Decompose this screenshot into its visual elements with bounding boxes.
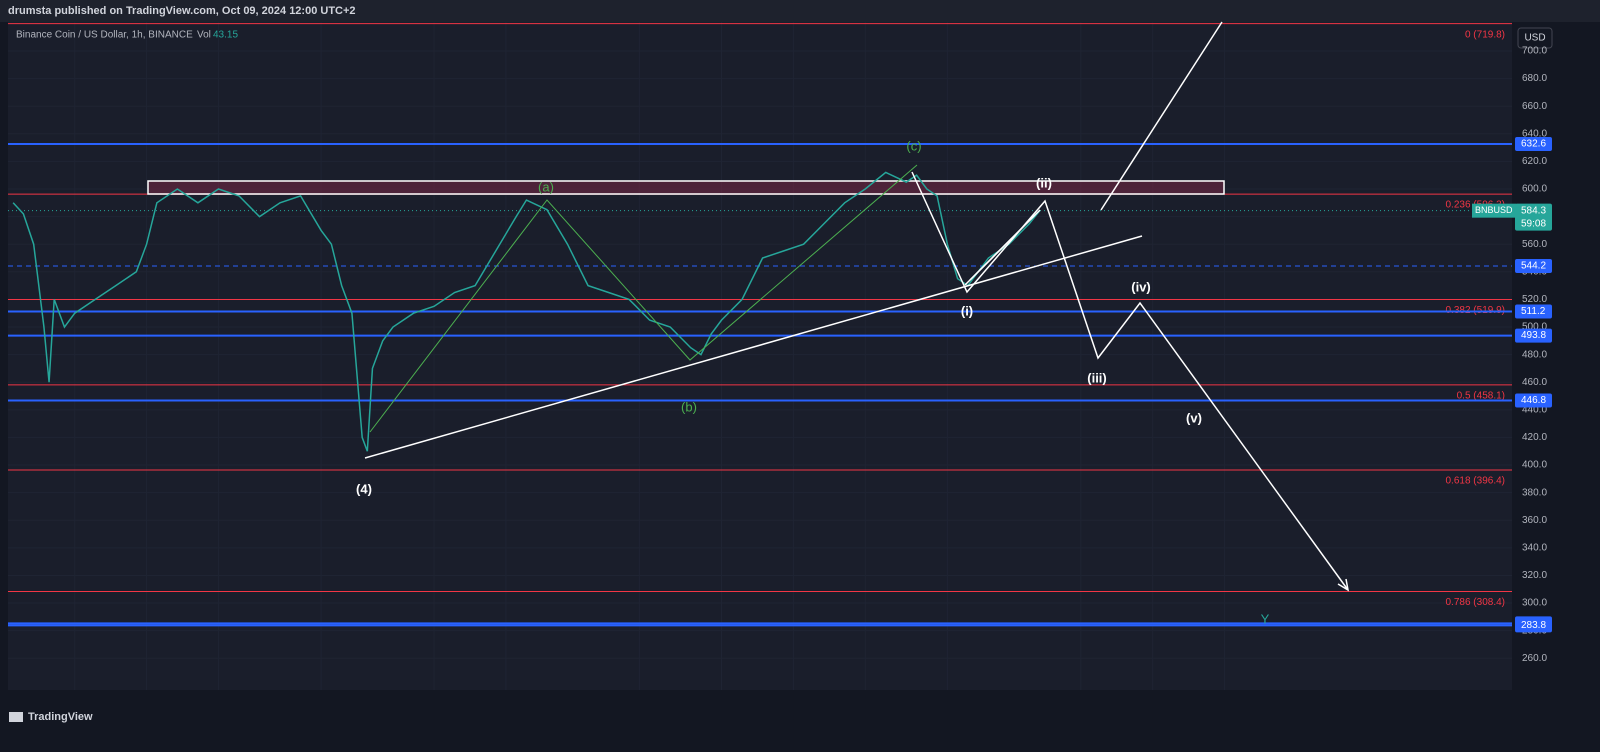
trendline <box>364 235 1143 459</box>
currency-button[interactable] <box>1517 27 1553 49</box>
footer-bar <box>0 700 1600 747</box>
badges: 632.6544.2511.2493.8446.8285.3283.8BNBUS… <box>1472 137 1552 633</box>
y-tick-label: 400.0 <box>1522 460 1547 471</box>
wave-label: (v) <box>1186 410 1202 425</box>
drawings <box>364 21 1350 592</box>
wave-label: (iii) <box>1087 370 1107 385</box>
price-badge <box>1515 393 1552 408</box>
y-tick-label: 300.0 <box>1522 598 1547 609</box>
footer-brand: TradingView <box>28 711 93 723</box>
y-tick-label: 500.0 <box>1522 322 1547 333</box>
y-tick-label: 660.0 <box>1522 101 1547 112</box>
y-tick-label: 620.0 <box>1522 156 1547 167</box>
wave-label: (i) <box>961 303 973 318</box>
y-tick-label: 680.0 <box>1522 73 1547 84</box>
y-tick-label: 320.0 <box>1522 570 1547 581</box>
y-tick-label: 340.0 <box>1522 542 1547 553</box>
wave-label: (a) <box>538 179 554 194</box>
fib-label: 0.786 (308.4) <box>1446 597 1506 608</box>
price-badge-label: 283.8 <box>1521 620 1546 631</box>
fib-label: 0.5 (458.1) <box>1457 390 1505 401</box>
wave-label: (b) <box>681 399 697 414</box>
y-tick-label: 460.0 <box>1522 377 1547 388</box>
countdown-label: 59:08 <box>1521 218 1546 229</box>
price-badge-label: 632.6 <box>1521 139 1546 150</box>
wave-label: (iv) <box>1131 279 1151 294</box>
wave-labels: (4) (a) (b) (c) (i) (ii) (iii) (iv) (v) … <box>356 138 1270 626</box>
y-tick-label: 380.0 <box>1522 487 1547 498</box>
fib-label: 0 (719.8) <box>1465 29 1505 40</box>
arrow-head <box>1337 578 1350 592</box>
price-badge <box>1515 137 1552 152</box>
price-badge <box>1515 328 1552 343</box>
fib-label: 0.618 (396.4) <box>1446 476 1506 487</box>
price <box>12 171 1041 452</box>
grid <box>8 22 1512 690</box>
y-tick-label: 640.0 <box>1522 128 1547 139</box>
currency-label: USD <box>1524 33 1545 44</box>
y-tick-label: 520.0 <box>1522 294 1547 305</box>
price-badge-label: 511.2 <box>1521 306 1546 317</box>
current-price-label: 584.3 <box>1521 205 1546 216</box>
volume-value: 43.15 <box>213 30 238 41</box>
price-badge-label: 493.8 <box>1521 330 1546 341</box>
wave-label: (c) <box>906 138 921 153</box>
price-axis <box>1512 22 1600 690</box>
y-tick-label: 360.0 <box>1522 515 1547 526</box>
y-tick-label: 600.0 <box>1522 184 1547 195</box>
projection-path <box>911 171 1349 591</box>
symbol-badge-label: BNBUSD <box>1475 205 1513 215</box>
projection-line <box>1100 21 1223 211</box>
brand-logo <box>9 712 23 722</box>
price-badge <box>1515 618 1552 633</box>
symbol-badge <box>1472 203 1516 218</box>
y-tick-label: 420.0 <box>1522 432 1547 443</box>
channel-line <box>969 214 1036 281</box>
y-tick-label: 260.0 <box>1522 653 1547 664</box>
volume-label: Vol <box>197 30 211 41</box>
header-bar <box>0 0 1600 22</box>
y-tick-label: 560.0 <box>1522 239 1547 250</box>
wave-label: Y <box>1261 611 1270 626</box>
y-tick-label: 480.0 <box>1522 349 1547 360</box>
y-tick-label: 700.0 <box>1522 46 1547 57</box>
price-badge-label: 446.8 <box>1521 395 1546 406</box>
price-badge <box>1515 304 1552 319</box>
current-price-badge <box>1515 203 1552 231</box>
header-text: drumsta published on TradingView.com, Oc… <box>8 5 356 17</box>
wave-label: (4) <box>356 481 372 496</box>
y-tick-label: 440.0 <box>1522 404 1547 415</box>
symbol-title: Binance Coin / US Dollar, 1h, BINANCE <box>16 30 193 41</box>
price-badge <box>1515 259 1552 274</box>
price-badge-label: 544.2 <box>1521 261 1546 272</box>
wave-label: (ii) <box>1036 175 1052 190</box>
resistance-box <box>147 180 1225 195</box>
price-line-series <box>12 171 1041 452</box>
plot-area <box>8 22 1512 690</box>
abc-path <box>369 164 918 433</box>
